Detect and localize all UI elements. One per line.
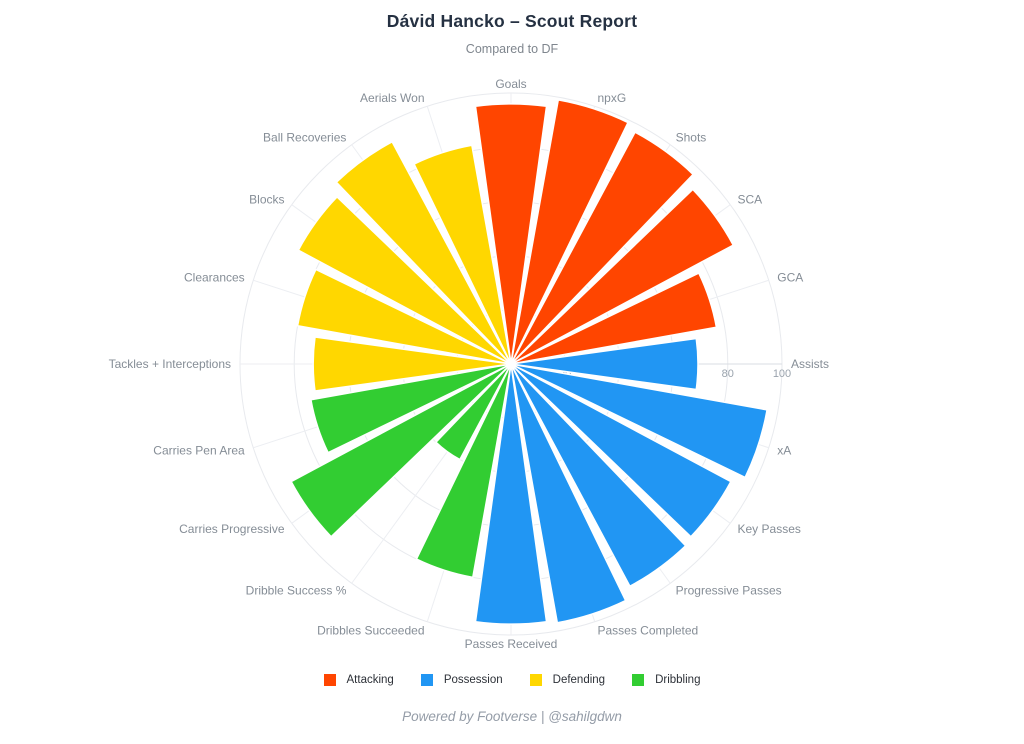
category-label-carries-progressive: Carries Progressive xyxy=(179,522,285,536)
bar-npxg xyxy=(510,99,629,365)
chart-subtitle: Compared to DF xyxy=(465,42,559,56)
category-label-goals: Goals xyxy=(495,77,526,91)
category-label-sca: SCA xyxy=(738,193,763,207)
bar-aerials-won xyxy=(413,144,512,365)
legend-swatch-attacking xyxy=(323,674,336,686)
category-label-key-passes: Key Passes xyxy=(738,522,801,536)
tick-label-100: 100 xyxy=(773,368,791,380)
category-label-passes-received: Passes Received xyxy=(465,637,558,651)
bar-clearances xyxy=(296,268,512,365)
bar-carries-progressive xyxy=(290,363,512,538)
bar-xa xyxy=(510,363,768,479)
legend: Attacking Possession Defending Dribbling xyxy=(0,674,1024,686)
bar-shots xyxy=(510,131,694,365)
legend-item-dribbling[interactable]: Dribbling xyxy=(632,674,700,686)
category-label-npxg: npxG xyxy=(598,91,627,105)
bar-dribbles-succeeded xyxy=(415,363,512,579)
category-label-passes-completed: Passes Completed xyxy=(598,624,699,638)
category-label-xa: xA xyxy=(777,444,791,458)
bar-goals xyxy=(474,103,548,365)
category-label-ball-recoveries: Ball Recoveries xyxy=(263,131,346,145)
legend-label-possession: Possession xyxy=(443,674,503,686)
category-label-carries-pen-area: Carries Pen Area xyxy=(153,444,245,458)
chart-title: Dávid Hancko – Scout Report xyxy=(386,11,638,31)
legend-item-attacking[interactable]: Attacking xyxy=(323,674,394,686)
bar-gca xyxy=(510,272,718,365)
footer-credit: Powered by Footverse | @sahilgdwn xyxy=(402,709,622,724)
category-label-blocks: Blocks xyxy=(249,193,284,207)
legend-swatch-defending xyxy=(529,674,542,686)
bar-sca xyxy=(510,188,734,365)
tick-label-80: 80 xyxy=(722,368,734,380)
legend-swatch-possession xyxy=(420,674,433,686)
bar-passes-completed xyxy=(510,363,627,624)
category-label-aerials-won: Aerials Won xyxy=(360,91,424,105)
legend-item-possession[interactable]: Possession xyxy=(420,674,503,686)
category-label-assists: Assists xyxy=(791,357,829,371)
legend-label-dribbling: Dribbling xyxy=(655,674,701,686)
bar-assists xyxy=(510,337,699,391)
category-label-shots: Shots xyxy=(676,131,707,145)
category-label-progressive-passes: Progressive Passes xyxy=(676,584,782,598)
legend-label-attacking: Attacking xyxy=(346,674,394,686)
category-label-clearances: Clearances xyxy=(184,271,245,285)
bar-passes-received xyxy=(474,363,548,625)
category-label-dribble-success: Dribble Success % xyxy=(246,584,347,598)
category-label-tackles-interceptions: Tackles + Interceptions xyxy=(109,357,231,371)
bar-key-passes xyxy=(510,363,732,538)
bar-tackles-interceptions xyxy=(312,336,512,392)
legend-item-defending[interactable]: Defending xyxy=(529,674,606,686)
bar-dribble-success xyxy=(435,363,512,461)
category-label-dribbles-succeeded: Dribbles Succeeded xyxy=(317,624,424,638)
category-label-gca: GCA xyxy=(777,271,803,285)
bar-blocks xyxy=(297,196,512,365)
bar-progressive-passes xyxy=(510,363,687,587)
legend-label-defending: Defending xyxy=(552,674,606,686)
bar-ball-recoveries xyxy=(335,141,512,365)
bar-carries-pen-area xyxy=(310,363,512,454)
legend-swatch-dribbling xyxy=(632,674,645,686)
